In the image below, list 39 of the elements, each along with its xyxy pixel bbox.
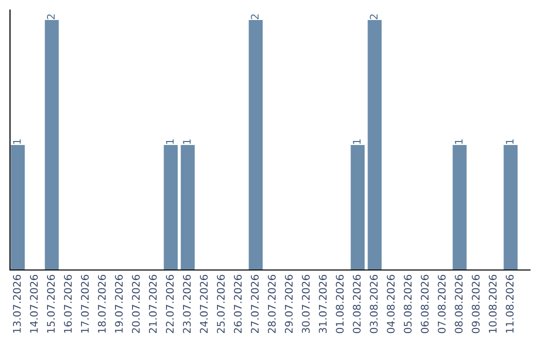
x-tick-label: 23.07.2026 [182,274,191,334]
x-tick-label: 04.08.2026 [386,274,395,334]
data-label: 2 [46,14,55,20]
x-tick-label: 03.08.2026 [370,274,378,334]
data-label: 1 [352,139,361,144]
data-label: 1 [166,139,174,144]
x-tick-label: 13.07.2026 [12,274,21,333]
x-tick-label: 30.07.2026 [302,274,310,334]
x-tick-label: 29.07.2026 [284,274,293,334]
x-tick-label: 28.07.2026 [268,274,276,334]
x-tick-label: 25.07.2026 [216,274,225,334]
x-tick-label: 01.08.2026 [336,274,344,334]
x-tick-label: 24.07.2026 [200,274,208,334]
data-label: 1 [183,139,191,144]
x-tick-label: 14.07.2026 [30,274,38,333]
x-tick-label: 31.07.2026 [318,274,327,334]
x-tick-label: 17.07.2026 [80,274,89,333]
x-tick-label: 06.08.2026 [420,274,429,334]
x-tick-label: 19.07.2026 [114,274,123,333]
data-label: 2 [250,14,259,20]
x-tick-label: 11.08.2026 [506,274,514,333]
x-tick-label: 02.08.2026 [352,274,361,334]
x-tick-label: 15.07.2026 [46,274,55,333]
x-tick-label: 27.07.2026 [250,274,259,334]
x-tick-label: 08.08.2026 [454,274,463,334]
x-tick-label: 22.07.2026 [166,274,174,334]
data-label: 1 [454,139,463,144]
x-tick-label: 26.07.2026 [234,274,242,334]
data-label: 1 [506,139,514,144]
x-tick-label: 05.08.2026 [404,274,412,334]
x-tick-label: 09.08.2026 [472,274,480,334]
data-label: 1 [13,139,21,144]
x-tick-label: 20.07.2026 [132,274,140,334]
x-tick-label: 21.07.2026 [148,274,157,334]
data-label: 2 [370,14,378,20]
x-tick-label: 16.07.2026 [64,274,72,333]
x-tick-label: 07.08.2026 [438,274,446,334]
x-tick-label: 10.08.2026 [488,274,497,333]
x-tick-label: 18.07.2026 [98,274,106,333]
